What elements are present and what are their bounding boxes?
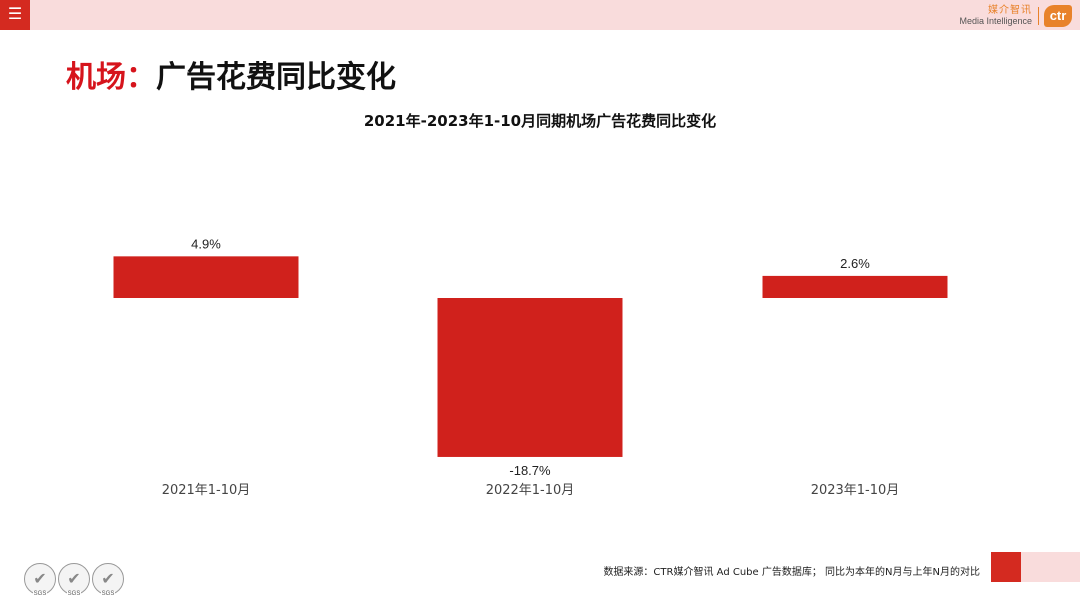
brand-logo-group: 媒介智讯 Media Intelligence ctr xyxy=(959,3,1072,29)
category-label-3: 2023年1-10月 xyxy=(811,483,900,498)
page-title-text: 广告花费同比变化 xyxy=(156,60,396,95)
data-source-note: 数据来源：CTR媒介智讯 Ad Cube 广告数据库； 同比为本年的N月与上年N… xyxy=(603,567,980,578)
sgs-check-icon: ✔ xyxy=(33,571,47,588)
menu-icon: ☰ xyxy=(7,6,23,23)
sgs-badge: ✔ SGS xyxy=(24,563,56,597)
sgs-check-icon: ✔ xyxy=(67,571,81,588)
sgs-badge: ✔ SGS xyxy=(58,563,90,597)
sgs-badge: ✔ SGS xyxy=(92,563,124,597)
category-label-1: 2021年1-10月 xyxy=(162,483,251,498)
chart-title: 2021年-2023年1-10月同期机场广告花费同比变化 xyxy=(363,112,717,130)
footer-accent-pink xyxy=(1021,552,1080,582)
sgs-check-icon: ✔ xyxy=(101,571,115,588)
value-label-3: 2.6% xyxy=(840,256,870,271)
brand-name-en: Media Intelligence xyxy=(959,16,1032,26)
ctr-logo: ctr xyxy=(1044,5,1072,27)
page-title: 机场：广告花费同比变化 xyxy=(66,52,396,96)
value-label-2: -18.7% xyxy=(509,463,551,478)
page-title-highlight: 机场： xyxy=(66,60,156,95)
bar-2 xyxy=(437,298,623,457)
brand-name-cn: 媒介智讯 xyxy=(988,5,1032,16)
value-label-1: 4.9% xyxy=(191,236,221,251)
top-bar xyxy=(0,0,1080,30)
footer-accent-red xyxy=(991,552,1021,582)
menu-button[interactable]: ☰ xyxy=(0,0,30,30)
bar-1 xyxy=(113,256,299,298)
category-label-2: 2022年1-10月 xyxy=(486,483,575,498)
bar-3 xyxy=(762,275,948,298)
brand-divider xyxy=(1038,7,1039,25)
certification-badges: ✔ SGS ✔ SGS ✔ SGS xyxy=(24,563,124,597)
brand-text: 媒介智讯 Media Intelligence xyxy=(959,5,1032,27)
